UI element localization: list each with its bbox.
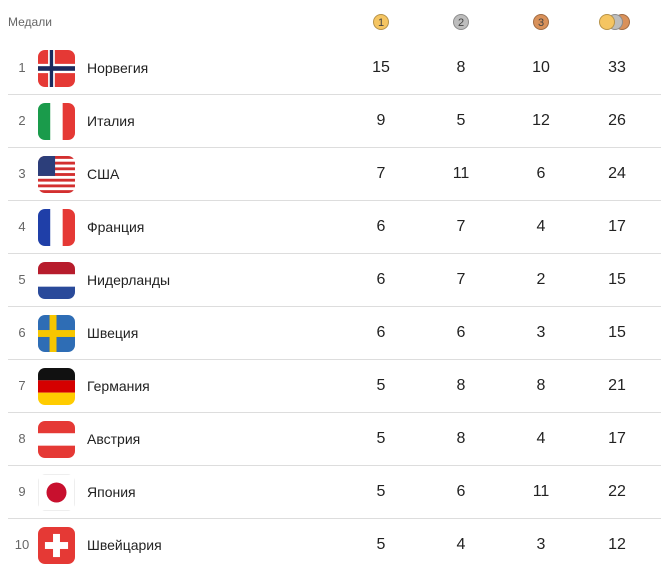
gold-count: 6: [376, 218, 386, 235]
total-count: 12: [608, 536, 626, 553]
bronze-count: 12: [532, 112, 550, 129]
silver-count: 6: [456, 324, 466, 341]
rank: 2: [18, 113, 26, 128]
netherlands-flag-icon: [38, 262, 75, 299]
gold-count: 7: [376, 165, 386, 182]
total-count: 17: [608, 218, 626, 235]
france-flag-icon: [38, 209, 75, 246]
table-row[interactable]: 5 Нидерланды 6 7 2 15: [8, 254, 661, 307]
country-name[interactable]: США: [87, 166, 120, 182]
silver-count: 5: [456, 112, 466, 129]
silver-count: 7: [456, 271, 466, 288]
gold-count: 6: [376, 271, 386, 288]
rank: 10: [14, 537, 30, 552]
table-header: Медали 1 2 3: [0, 0, 663, 44]
usa-flag-icon: [38, 156, 75, 193]
norway-flag-icon: [38, 50, 75, 87]
rank: 8: [18, 431, 26, 446]
table-row[interactable]: 1 Норвегия 15 8 10 33: [8, 42, 661, 95]
table-row[interactable]: 8 Австрия 5 8 4 17: [8, 413, 661, 466]
bronze-count: 2: [536, 271, 546, 288]
silver-count: 8: [456, 377, 466, 394]
rank: 6: [18, 325, 26, 340]
bronze-count: 3: [536, 324, 546, 341]
bronze-count: 10: [532, 59, 550, 76]
total-count: 22: [608, 483, 626, 500]
country-name[interactable]: Швейцария: [87, 537, 162, 553]
gold-count: 5: [376, 483, 386, 500]
rank: 4: [18, 219, 26, 234]
silver-count: 6: [456, 483, 466, 500]
gold-count: 6: [376, 324, 386, 341]
silver-count: 8: [456, 59, 466, 76]
silver-medal-icon[interactable]: 2: [453, 14, 469, 30]
rank: 1: [18, 60, 26, 75]
silver-count: 7: [456, 218, 466, 235]
bronze-count: 8: [536, 377, 546, 394]
total-count: 21: [608, 377, 626, 394]
table-row[interactable]: 3 США 7 11 6 24: [8, 148, 661, 201]
table-row[interactable]: 10 Швейцария 5 4 3 12: [8, 519, 661, 572]
gold-count: 5: [376, 536, 386, 553]
table-row[interactable]: 4 Франция 6 7 4 17: [8, 201, 661, 254]
rank: 7: [18, 378, 26, 393]
italy-flag-icon: [38, 103, 75, 140]
table-row[interactable]: 6 Швеция 6 6 3 15: [8, 307, 661, 360]
silver-count: 11: [452, 165, 470, 182]
rank: 3: [18, 166, 26, 181]
total-count: 24: [608, 165, 626, 182]
country-name[interactable]: Нидерланды: [87, 272, 171, 288]
country-name[interactable]: Норвегия: [87, 60, 149, 76]
sweden-flag-icon: [38, 315, 75, 352]
country-name[interactable]: Австрия: [87, 431, 141, 447]
austria-flag-icon: [38, 421, 75, 458]
table-row[interactable]: 7 Германия 5 8 8 21: [8, 360, 661, 413]
total-count: 15: [608, 324, 626, 341]
country-name[interactable]: Япония: [87, 484, 136, 500]
rank: 5: [18, 272, 26, 287]
table-row[interactable]: 2 Италия 9 5 12 26: [8, 95, 661, 148]
total-count: 33: [608, 59, 626, 76]
gold-count: 5: [376, 377, 386, 394]
bronze-count: 11: [532, 483, 550, 500]
rank: 9: [18, 484, 26, 499]
switzerland-flag-icon: [38, 527, 75, 564]
bronze-medal-icon[interactable]: 3: [533, 14, 549, 30]
country-name[interactable]: Швеция: [87, 325, 139, 341]
table-row[interactable]: 9 Япония 5 6 11 22: [8, 466, 661, 519]
country-name[interactable]: Италия: [87, 113, 135, 129]
total-count: 17: [608, 430, 626, 447]
gold-count: 9: [376, 112, 386, 129]
bronze-count: 6: [536, 165, 546, 182]
gold-medal-icon[interactable]: 1: [373, 14, 389, 30]
bronze-count: 4: [536, 218, 546, 235]
bronze-count: 4: [536, 430, 546, 447]
total-count: 15: [608, 271, 626, 288]
total-count: 26: [608, 112, 626, 129]
japan-flag-icon: [38, 474, 75, 511]
gold-count: 15: [372, 59, 390, 76]
germany-flag-icon: [38, 368, 75, 405]
silver-count: 8: [456, 430, 466, 447]
silver-count: 4: [456, 536, 466, 553]
country-name[interactable]: Германия: [87, 378, 150, 394]
medals-label: Медали: [8, 15, 52, 29]
bronze-count: 3: [536, 536, 546, 553]
country-name[interactable]: Франция: [87, 219, 145, 235]
gold-count: 5: [376, 430, 386, 447]
